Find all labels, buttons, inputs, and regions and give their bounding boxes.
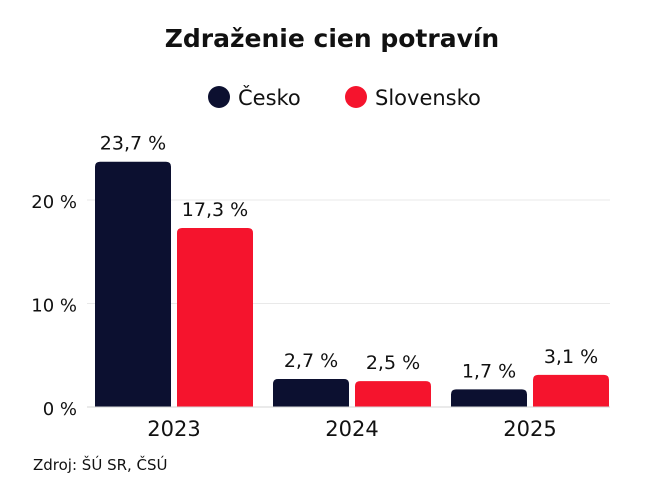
legend-marker-slovensko — [345, 86, 367, 108]
bar-cesko-2023 — [95, 161, 171, 407]
x-tick-label-2024: 2024 — [325, 417, 378, 441]
gridlines — [87, 199, 610, 304]
source-note: Zdroj: ŠÚ SR, ČSÚ — [33, 455, 168, 474]
bar-cesko-2024 — [273, 379, 349, 407]
bar-slovensko-2024 — [355, 381, 431, 407]
data-label-slovensko-2025: 3,1 % — [544, 346, 598, 368]
data-label-slovensko-2024: 2,5 % — [366, 352, 420, 374]
data-labels: 23,7 % 17,3 % 2,7 % 2,5 % 1,7 % 3,1 % — [100, 133, 598, 383]
y-tick-label: 20 % — [31, 192, 77, 213]
x-axis: 2023 2024 2025 — [147, 417, 556, 441]
data-label-slovensko-2023: 17,3 % — [182, 199, 248, 221]
bars — [95, 161, 609, 407]
bar-slovensko-2025 — [533, 374, 609, 407]
data-label-cesko-2023: 23,7 % — [100, 133, 166, 155]
y-tick-label: 10 % — [31, 296, 77, 317]
legend: Česko Slovensko — [208, 85, 481, 110]
data-label-cesko-2025: 1,7 % — [462, 360, 516, 382]
x-tick-label-2023: 2023 — [147, 417, 200, 441]
x-tick-label-2025: 2025 — [503, 417, 556, 441]
chart-title: Zdraženie cien potravín — [165, 24, 500, 53]
legend-marker-cesko — [208, 86, 230, 108]
y-tick-label: 0 % — [43, 399, 77, 420]
legend-label-cesko: Česko — [238, 85, 301, 110]
bar-cesko-2025 — [451, 389, 527, 407]
bar-slovensko-2023 — [177, 227, 253, 407]
legend-label-slovensko: Slovensko — [375, 86, 481, 110]
y-axis: 0 % 10 % 20 % — [31, 192, 77, 420]
data-label-cesko-2024: 2,7 % — [284, 350, 338, 372]
